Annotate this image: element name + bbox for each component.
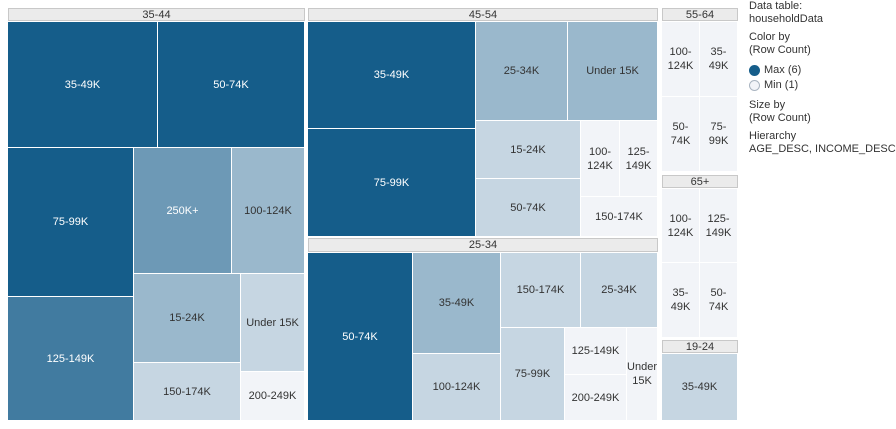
treemap-cell-45-54-50-74k[interactable]: 50-74K (476, 179, 581, 237)
group-header-35-44: 35-44 (8, 8, 305, 21)
cell-label: 100-124K (432, 381, 481, 393)
treemap-cell-25-34-35-49k[interactable]: 35-49K (413, 253, 501, 354)
cell-label: 150-174K (163, 385, 211, 398)
cell-label: 50-74K (510, 201, 546, 214)
treemap-cell-45-54-75-99k[interactable]: 75-99K (308, 129, 476, 237)
treemap-cell-25-34-75-99k[interactable]: 75-99K (501, 328, 565, 421)
treemap-cell-45-54-15-24k[interactable]: 15-24K (476, 121, 581, 179)
cell-label: 15-24K (169, 312, 205, 324)
cell-label: 50-74K (670, 121, 691, 147)
treemap-cell-35-44-75-99k[interactable]: 75-99K (8, 148, 134, 297)
treemap-cell-55-64-35-49k[interactable]: 35-49K (700, 22, 738, 97)
legend-color-by-label: Color by (749, 31, 790, 43)
legend-hierarchy-label: Hierarchy (749, 130, 797, 142)
cell-label: 50-74K (708, 287, 729, 313)
cell-label: 35-49K (373, 69, 410, 81)
legend-max-label: Max (6) (764, 64, 802, 76)
legend-min-item: Min (1) (749, 79, 896, 92)
cell-label: 35-49K (681, 381, 718, 393)
treemap-chart: 35-44 35-49K 50-74K 75-99K 250K+ 100-124K 125-… (8, 8, 738, 421)
cell-label: Under 15K (246, 316, 299, 329)
legend-data-table-value: householdData (749, 13, 824, 25)
cell-label: 75-99K (708, 121, 729, 147)
legend-hierarchy-value: AGE_DESC, INCOME_DESC (749, 143, 896, 155)
treemap-cell-55-64-75-99k[interactable]: 75-99K (700, 97, 738, 172)
treemap-cell-65plus-35-49k[interactable]: 35-49K (662, 263, 700, 338)
group-header-45-54: 45-54 (308, 8, 658, 21)
cell-label: Under 15K (586, 65, 639, 77)
cell-label: 75-99K (373, 176, 410, 189)
treemap-cell-35-44-35-49k[interactable]: 35-49K (8, 22, 158, 148)
treemap-cell-35-44-under-15k[interactable]: Under 15K (241, 274, 305, 372)
cell-label: 125-149K (571, 345, 620, 357)
cell-label: 35-49K (64, 78, 101, 91)
cell-label: 150-174K (516, 284, 565, 296)
cell-label: 250K+ (166, 204, 199, 217)
treemap-cell-35-44-125-149k[interactable]: 125-149K (8, 297, 134, 421)
group-header-65plus: 65+ (662, 175, 738, 188)
group-header-19-24: 19-24 (662, 340, 738, 353)
cell-label: 35-49K (670, 287, 691, 313)
cell-label: 75-99K (514, 368, 551, 380)
treemap-cell-65plus-50-74k[interactable]: 50-74K (700, 263, 738, 338)
cell-label: 200-249K (571, 391, 620, 404)
cell-label: 50-74K (342, 330, 378, 343)
group-header-55-64: 55-64 (662, 8, 738, 21)
treemap-cell-35-44-200-249k[interactable]: 200-249K (241, 372, 305, 421)
legend-data-table-label: Data table: (749, 0, 803, 12)
legend-panel: Data table: householdData Color by (Row … (749, 0, 896, 429)
group-header-25-34: 25-34 (308, 238, 658, 252)
cell-label: 35-49K (708, 46, 729, 72)
cell-label: 125-149K (705, 212, 732, 239)
cell-label: 50-74K (213, 78, 249, 91)
treemap-cell-19-24-35-49k[interactable]: 35-49K (662, 354, 738, 421)
max-swatch-icon (749, 65, 760, 76)
legend-min-label: Min (1) (764, 79, 799, 91)
cell-label: 100-124K (667, 46, 694, 72)
cell-label: 25-34K (601, 284, 637, 296)
treemap-cell-25-34-50-74k[interactable]: 50-74K (308, 253, 413, 421)
treemap-cell-45-54-100-124k[interactable]: 100-124K (581, 121, 620, 197)
treemap-cell-45-54-25-34k[interactable]: 25-34K (476, 22, 568, 121)
treemap-cell-35-44-15-24k[interactable]: 15-24K (134, 274, 241, 363)
cell-label: 25-34K (503, 65, 540, 77)
legend-color-by-value: (Row Count) (749, 44, 811, 56)
treemap-cell-55-64-50-74k[interactable]: 50-74K (662, 97, 700, 172)
treemap-cell-25-34-125-149k[interactable]: 125-149K (565, 328, 627, 375)
treemap-cell-45-54-under-15k[interactable]: Under 15K (568, 22, 658, 121)
treemap-cell-45-54-150-174k[interactable]: 150-174K (581, 197, 658, 237)
cell-label: 100-124K (587, 145, 613, 172)
treemap-cell-35-44-50-74k[interactable]: 50-74K (158, 22, 305, 148)
cell-label: 200-249K (248, 390, 297, 402)
legend-max-item: Max (6) (749, 64, 896, 77)
cell-label: 15-24K (510, 143, 546, 156)
cell-label: 125-149K (625, 145, 652, 172)
cell-label: 150-174K (595, 210, 643, 223)
cell-label: 100-124K (667, 212, 694, 239)
treemap-cell-55-64-100-124k[interactable]: 100-124K (662, 22, 700, 97)
treemap-cell-25-34-under-15k[interactable]: Under 15K (627, 328, 658, 421)
cell-label: 35-49K (438, 297, 475, 309)
treemap-cell-35-44-150-174k[interactable]: 150-174K (134, 363, 241, 421)
treemap-cell-45-54-125-149k[interactable]: 125-149K (620, 121, 658, 197)
cell-label: 100-124K (244, 204, 292, 217)
cell-label: 125-149K (46, 352, 95, 365)
treemap-cell-65plus-100-124k[interactable]: 100-124K (662, 189, 700, 263)
treemap-cell-25-34-100-124k[interactable]: 100-124K (413, 354, 501, 421)
treemap-cell-45-54-35-49k[interactable]: 35-49K (308, 22, 476, 129)
treemap-cell-25-34-200-249k[interactable]: 200-249K (565, 375, 627, 421)
treemap-cell-25-34-25-34k[interactable]: 25-34K (581, 253, 658, 328)
cell-label: Under 15K (627, 361, 657, 387)
min-swatch-icon (749, 80, 760, 91)
treemap-cell-35-44-100-124k[interactable]: 100-124K (232, 148, 305, 274)
legend-size-by-value: (Row Count) (749, 112, 811, 124)
cell-label: 75-99K (52, 216, 89, 228)
treemap-cell-35-44-250kplus[interactable]: 250K+ (134, 148, 232, 274)
legend-size-by-label: Size by (749, 99, 786, 111)
treemap-cell-65plus-125-149k[interactable]: 125-149K (700, 189, 738, 263)
treemap-cell-25-34-150-174k[interactable]: 150-174K (501, 253, 581, 328)
